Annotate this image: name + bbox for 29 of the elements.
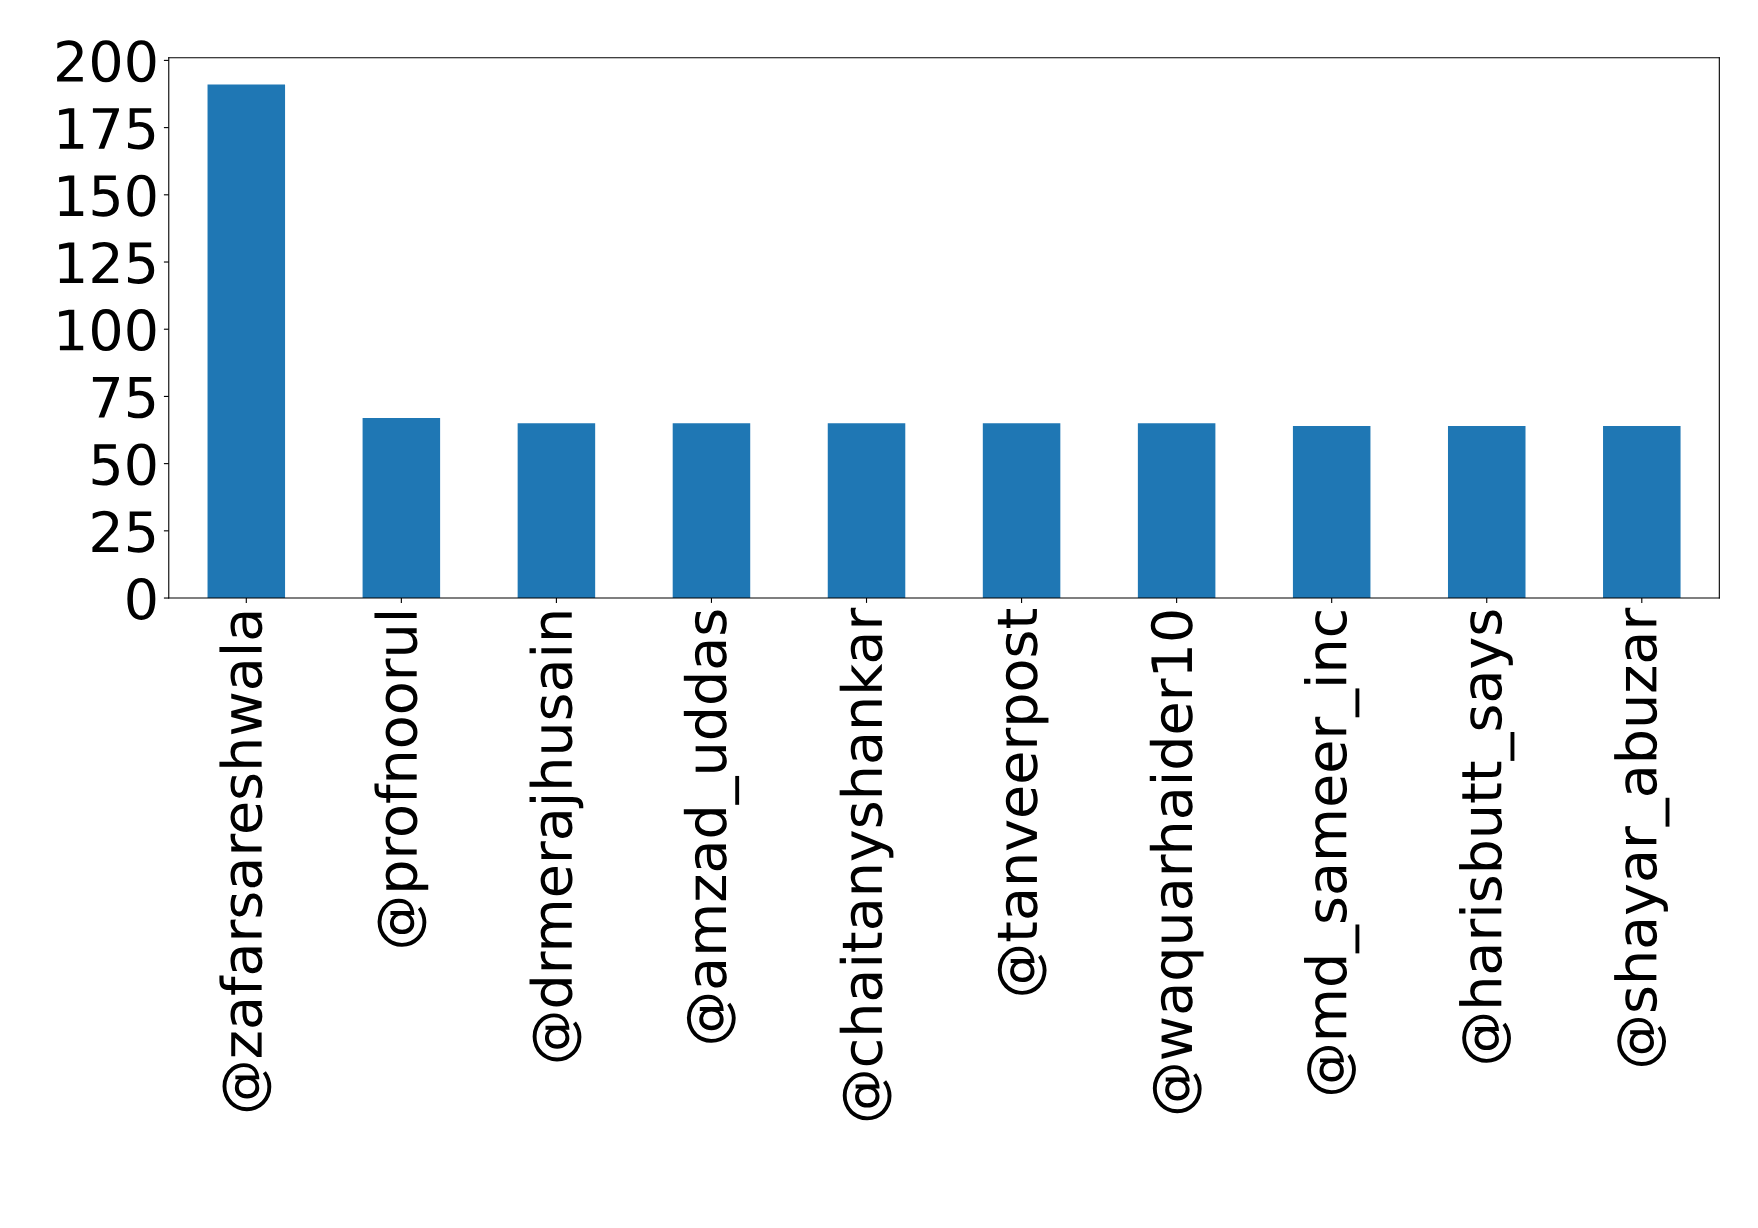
bar	[1447, 425, 1526, 599]
x-tick-label: @zafarsareshwala	[219, 612, 272, 1112]
x-tick-label: @waquarhaider10	[1149, 611, 1204, 1114]
y-tick-label: 0	[127, 577, 156, 620]
bar	[827, 423, 906, 599]
bar	[1603, 425, 1681, 599]
bar	[672, 423, 751, 599]
bar	[982, 423, 1061, 599]
y-tick-label: 150	[59, 174, 156, 217]
bar	[517, 423, 596, 599]
bar	[1292, 425, 1371, 599]
y-tick-label: 125	[59, 241, 155, 284]
x-tick-label: @harisbutt_says	[1459, 610, 1515, 1063]
y-tick-label: 50	[92, 443, 156, 486]
y-tick-label: 75	[92, 377, 155, 419]
x-tick-label: @md_sameer_inc	[1304, 611, 1360, 1095]
bar	[362, 417, 441, 599]
x-tick-label: @drmerajhusain	[529, 612, 584, 1062]
bar	[207, 84, 286, 599]
bar	[1137, 423, 1216, 599]
x-tick-label: @shayar_abuzar	[1614, 607, 1670, 1066]
x-tick-label: @tanveerpost	[997, 609, 1049, 995]
y-tick-label: 25	[92, 510, 155, 553]
y-tick-label: 175	[59, 108, 155, 150]
y-tick-label: 200	[57, 40, 156, 83]
x-tick-label: @amzad_uddas	[683, 610, 740, 1043]
y-tick-label: 100	[59, 309, 156, 352]
x-tick-label: @chaitanyshankar	[839, 607, 894, 1121]
x-tick-label: @profnoorul	[374, 612, 429, 947]
